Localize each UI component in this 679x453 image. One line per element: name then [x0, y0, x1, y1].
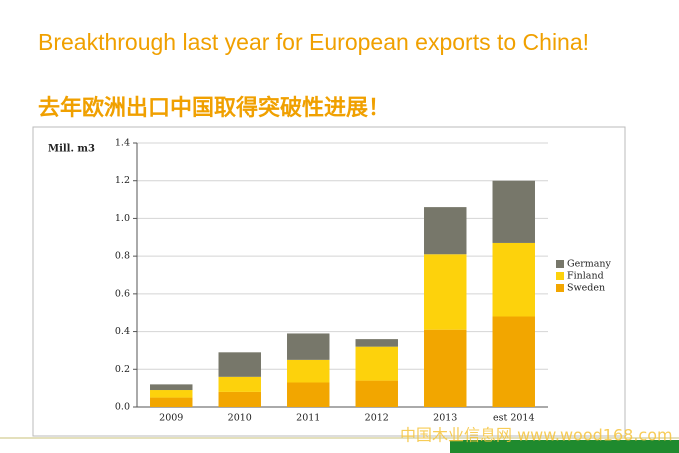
- bar-segment: [355, 380, 398, 407]
- x-tick-label: est 2014: [493, 413, 535, 424]
- legend-swatch: [556, 284, 564, 292]
- bar-segment: [355, 346, 398, 381]
- bar-segment: [424, 207, 467, 255]
- x-tick-label: 2009: [159, 413, 183, 424]
- y-tick-label: 0.6: [115, 288, 130, 299]
- y-tick-label: 1.0: [115, 213, 130, 224]
- bar-segment: [287, 333, 330, 360]
- y-tick-label: 1.2: [115, 175, 130, 186]
- y-tick-label: 0.4: [115, 326, 130, 337]
- y-tick-label: 1.4: [115, 138, 130, 149]
- bar-segment: [150, 384, 193, 391]
- bar-segment: [355, 339, 398, 347]
- slide-title: Breakthrough last year for European expo…: [38, 29, 590, 55]
- x-tick-label: 2010: [228, 413, 252, 424]
- legend-label: Sweden: [567, 283, 605, 294]
- bar-segment: [492, 316, 535, 407]
- bar-segment: [150, 390, 193, 398]
- x-tick-label: 2013: [433, 413, 457, 424]
- x-tick-label: 2011: [296, 413, 320, 424]
- y-axis-label: Mill. m3: [48, 144, 95, 155]
- slide-subtitle: 去年欧洲出口中国取得突破性进展！: [38, 95, 391, 120]
- legend-label: Germany: [567, 259, 612, 270]
- legend-swatch: [556, 260, 564, 268]
- bar-segment: [287, 359, 330, 383]
- bar-segment: [218, 391, 261, 407]
- watermark: 中国木业信息网 www.wood168.com: [400, 426, 673, 445]
- legend-swatch: [556, 272, 564, 280]
- y-tick-label: 0.2: [115, 364, 130, 375]
- bar-segment: [218, 376, 261, 392]
- x-tick-label: 2012: [365, 413, 389, 424]
- bar-segment: [492, 242, 535, 317]
- legend-label: Finland: [567, 271, 604, 282]
- y-tick-label: 0.0: [115, 402, 130, 413]
- y-tick-label: 0.8: [115, 251, 130, 262]
- bar-segment: [492, 180, 535, 243]
- bar-segment: [424, 329, 467, 407]
- bar-segment: [424, 254, 467, 330]
- footer-bar: [450, 440, 679, 453]
- bar-segment: [150, 397, 193, 407]
- bar-segment: [218, 352, 261, 377]
- bar-segment: [287, 382, 330, 407]
